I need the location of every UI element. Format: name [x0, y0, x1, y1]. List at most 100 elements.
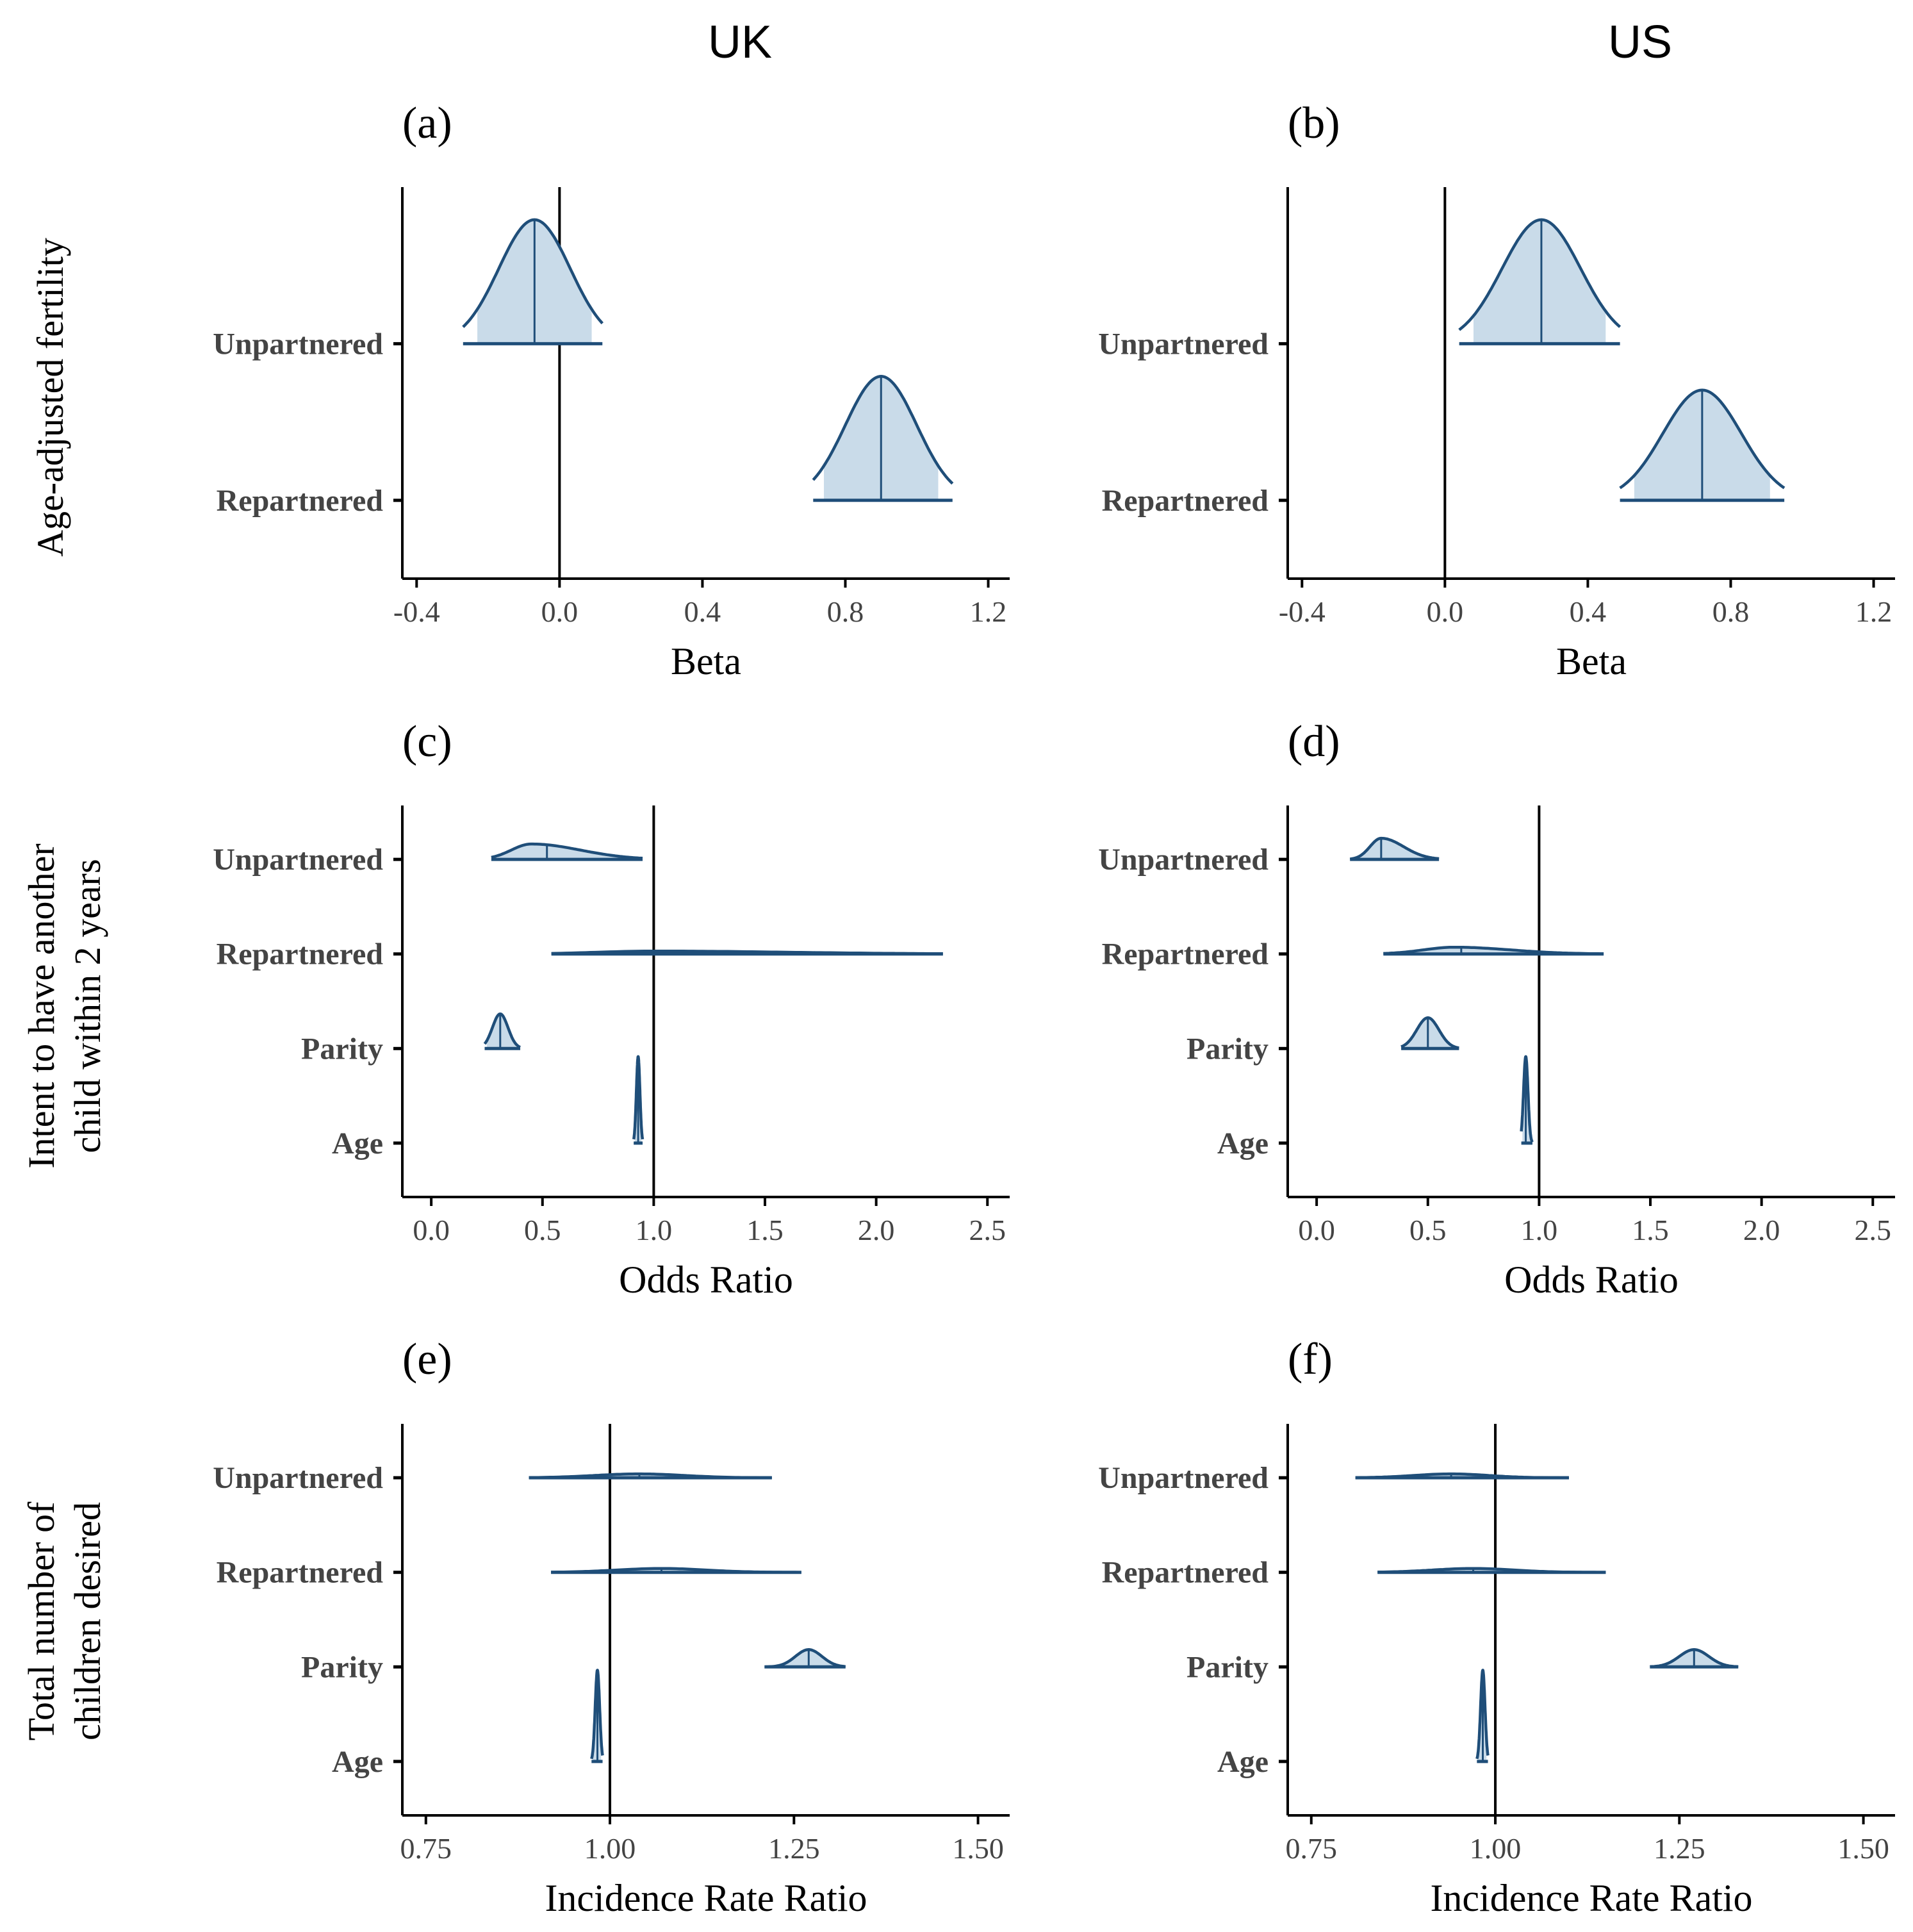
x-tick-label: 1.25 [768, 1832, 820, 1865]
panel-b: (b) -0.4 0.0 0.4 0.8 1.2 Beta Unpartnered Repart… [1098, 99, 1895, 682]
row-title-desired-line-2: children desired [67, 1502, 108, 1740]
panels-group: (a) -0.4 0.0 0.4 0.8 1.2 Beta Unpartnered Repart… [213, 99, 1895, 1919]
x-tick-label: 0.5 [1409, 1214, 1447, 1246]
ridge-age [590, 1669, 604, 1763]
x-axis-title: Incidence Rate Ratio [1430, 1877, 1752, 1919]
density-outline [1649, 1648, 1739, 1669]
ridge-unpartnered [529, 1472, 772, 1480]
category-label-repartnered: Repartnered [217, 937, 384, 971]
x-axis-title: Odds Ratio [619, 1259, 793, 1301]
x-tick-label: 1.2 [970, 595, 1007, 628]
density-outline [1619, 388, 1786, 490]
panel-c: (c) 0.0 0.5 1.0 1.5 2.0 2.5 Odds Ratio Unpartner… [213, 717, 1010, 1301]
ridge-unpartnered [462, 218, 603, 345]
ridge-repartnered [1619, 388, 1786, 502]
ridge-repartnered [1383, 945, 1604, 956]
ridge-repartnered [1377, 1567, 1606, 1574]
x-tick-label: 1.25 [1654, 1832, 1705, 1865]
category-label-unpartnered: Unpartnered [1098, 843, 1268, 877]
row-title-intent: Intent to have another child within 2 ye… [21, 843, 108, 1168]
category-label-unpartnered: Unpartnered [213, 327, 383, 361]
category-label-repartnered: Repartnered [1102, 1556, 1269, 1590]
x-tick-label: 1.0 [636, 1214, 673, 1246]
density-outline [462, 218, 603, 328]
ridge-parity [483, 1012, 521, 1050]
ridge-parity [764, 1648, 846, 1669]
x-axis-title: Beta [1556, 640, 1627, 682]
row-title-desired-line-1: Total number of [21, 1501, 62, 1741]
density-outline [1520, 1055, 1534, 1144]
ci-fill [498, 844, 632, 860]
column-title-us: US [1608, 17, 1672, 68]
x-axis-title: Incidence Rate Ratio [545, 1877, 867, 1919]
ridge-repartnered [551, 1567, 801, 1574]
x-tick-label: 1.50 [1837, 1832, 1889, 1865]
x-tick-label: 0.75 [400, 1832, 452, 1865]
ci-fill [1473, 219, 1606, 344]
panel-label: (b) [1288, 99, 1340, 148]
category-label-age: Age [1217, 1127, 1268, 1160]
x-axis-title: Odds Ratio [1504, 1259, 1679, 1301]
category-label-age: Age [332, 1745, 383, 1779]
category-label-repartnered: Repartnered [1102, 484, 1269, 518]
x-tick-label: -0.4 [393, 595, 440, 628]
x-tick-label: 0.75 [1286, 1832, 1338, 1865]
x-tick-label: 2.0 [1743, 1214, 1780, 1246]
ridge-parity [1400, 1016, 1460, 1050]
panel-label: (a) [402, 99, 452, 148]
category-label-repartnered: Repartnered [217, 1556, 384, 1590]
x-tick-label: -0.4 [1279, 595, 1326, 628]
density-outline [1475, 1669, 1490, 1760]
column-title-uk: UK [708, 17, 772, 68]
ridge-unpartnered [1349, 836, 1440, 861]
row-title-intent-line-2: child within 2 years [67, 859, 108, 1153]
density-outline [1458, 218, 1622, 331]
x-tick-label: 1.2 [1855, 595, 1892, 628]
ridge-unpartnered [1458, 218, 1622, 345]
x-tick-label: 0.0 [413, 1214, 450, 1246]
ridge-repartnered [551, 949, 943, 956]
x-tick-label: 0.4 [1570, 595, 1607, 628]
panel-label: (e) [402, 1335, 452, 1384]
ci-fill [1406, 1018, 1455, 1049]
x-tick-label: 1.50 [952, 1832, 1004, 1865]
density-outline [590, 1669, 604, 1760]
ridge-unpartnered [1355, 1472, 1569, 1480]
x-tick-label: 0.4 [684, 595, 721, 628]
x-tick-label: 1.5 [746, 1214, 784, 1246]
x-tick-label: 2.0 [858, 1214, 895, 1246]
ridge-parity [1649, 1648, 1739, 1669]
category-label-parity: Parity [301, 1650, 383, 1684]
panel-a: (a) -0.4 0.0 0.4 0.8 1.2 Beta Unpartnered Repart… [213, 99, 1010, 682]
row-title-desired: Total number of children desired [21, 1501, 108, 1741]
category-label-parity: Parity [301, 1032, 383, 1066]
row-title-fertility-line-1: Age-adjusted fertility [29, 238, 71, 557]
panel-e: (e) 0.75 1.00 1.25 1.50 Incidence Rate Ratio U… [213, 1335, 1010, 1919]
ridge-age [1520, 1055, 1534, 1145]
category-label-parity: Parity [1186, 1650, 1268, 1684]
category-label-unpartnered: Unpartnered [213, 843, 383, 877]
density-outline [1349, 836, 1440, 861]
density-outline [632, 1055, 645, 1141]
density-outline [491, 842, 643, 860]
panel-f: (f) 0.75 1.00 1.25 1.50 Incidence Rate Ratio U… [1098, 1335, 1895, 1919]
x-tick-label: 1.00 [584, 1832, 636, 1865]
x-axis-title: Beta [671, 640, 741, 682]
row-title-intent-line-1: Intent to have another [21, 843, 62, 1168]
category-label-age: Age [1217, 1745, 1268, 1779]
category-label-parity: Parity [1186, 1032, 1268, 1066]
ridge-age [632, 1055, 645, 1145]
category-label-unpartnered: Unpartnered [1098, 1461, 1268, 1495]
category-label-unpartnered: Unpartnered [213, 1461, 383, 1495]
x-tick-label: 2.5 [1855, 1214, 1892, 1246]
x-tick-label: 1.0 [1521, 1214, 1558, 1246]
row-title-fertility: Age-adjusted fertility [29, 238, 71, 557]
density-outline [812, 375, 954, 485]
x-tick-label: 0.8 [827, 595, 864, 628]
density-outline [483, 1012, 521, 1049]
panel-d: (d) 0.0 0.5 1.0 1.5 2.0 2.5 Odds Ratio Unpartner… [1098, 717, 1895, 1301]
x-tick-label: 1.5 [1632, 1214, 1669, 1246]
x-tick-label: 0.0 [1427, 595, 1464, 628]
category-label-age: Age [332, 1127, 383, 1160]
